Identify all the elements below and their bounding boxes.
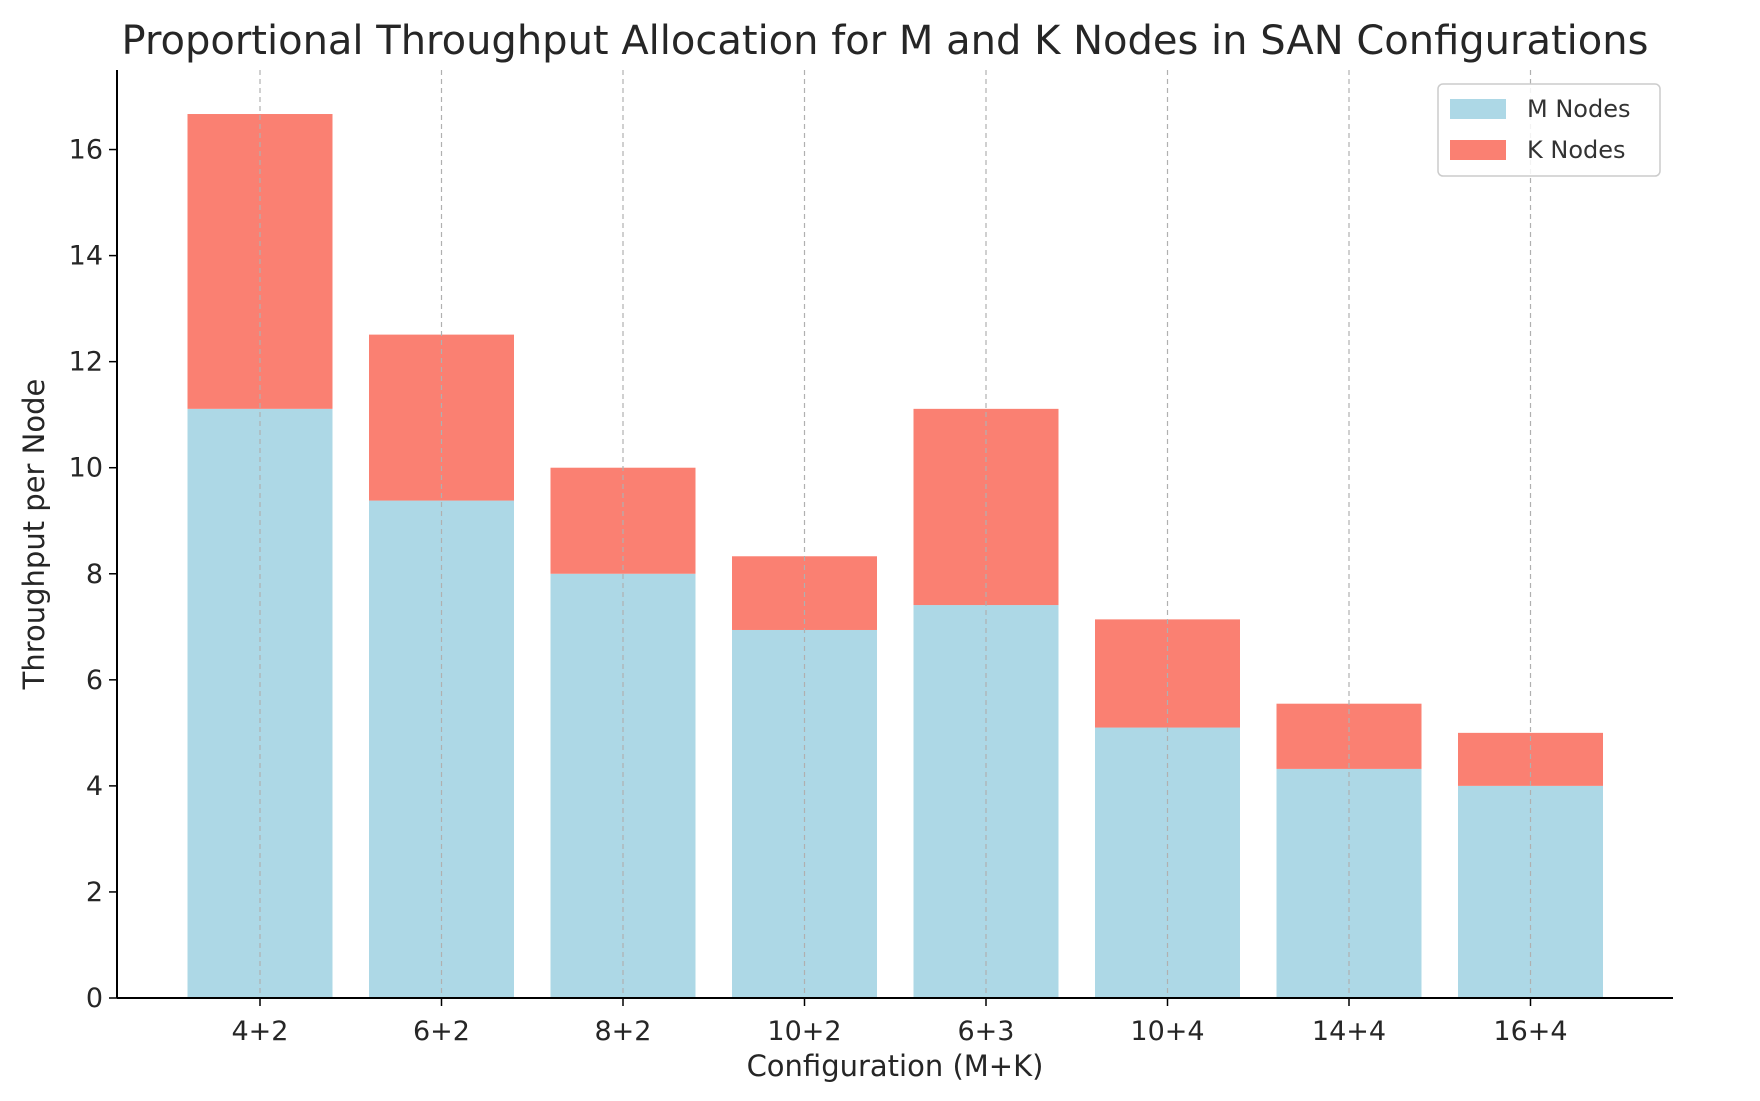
y-tick-label: 2 bbox=[86, 877, 103, 908]
y-tick-label: 10 bbox=[69, 453, 103, 484]
legend: M Nodes K Nodes bbox=[1437, 83, 1661, 177]
x-tick-label: 8+2 bbox=[595, 1016, 652, 1047]
bar-k-nodes-16-plus-4 bbox=[1458, 732, 1603, 786]
y-tick-label: 0 bbox=[86, 983, 103, 1014]
legend-label-k-nodes: K Nodes bbox=[1527, 136, 1626, 164]
x-axis-label: Configuration (M+K) bbox=[747, 1049, 1044, 1083]
x-tick-label: 4+2 bbox=[232, 1016, 289, 1047]
x-tick-label: 10+4 bbox=[1130, 1016, 1204, 1047]
x-tick-label: 10+2 bbox=[767, 1016, 841, 1047]
y-tick-label: 8 bbox=[86, 559, 103, 590]
y-tick-label: 16 bbox=[69, 135, 103, 166]
y-tick-label: 6 bbox=[86, 665, 103, 696]
x-axis-ticks: 4+2 6+2 8+2 10+2 6+3 10+4 14+4 16+4 bbox=[232, 998, 1568, 1047]
y-tick-label: 14 bbox=[69, 241, 103, 272]
x-tick-label: 14+4 bbox=[1312, 1016, 1386, 1047]
y-tick-label: 12 bbox=[69, 347, 103, 378]
grid-lines-overlay bbox=[259, 70, 1532, 998]
x-tick-label: 6+2 bbox=[413, 1016, 470, 1047]
legend-swatch-m-nodes bbox=[1450, 99, 1506, 119]
legend-label-m-nodes: M Nodes bbox=[1527, 95, 1630, 123]
y-axis-ticks: 0 2 4 6 8 10 12 14 16 bbox=[69, 135, 117, 1014]
x-tick-label: 16+4 bbox=[1493, 1016, 1567, 1047]
x-tick-label: 6+3 bbox=[958, 1016, 1015, 1047]
y-axis-label: Throughput per Node bbox=[17, 379, 51, 691]
legend-swatch-k-nodes bbox=[1450, 140, 1506, 160]
bars-group bbox=[187, 114, 1603, 999]
y-tick-label: 4 bbox=[86, 771, 103, 802]
chart-title: Proportional Throughput Allocation for M… bbox=[122, 18, 1649, 64]
